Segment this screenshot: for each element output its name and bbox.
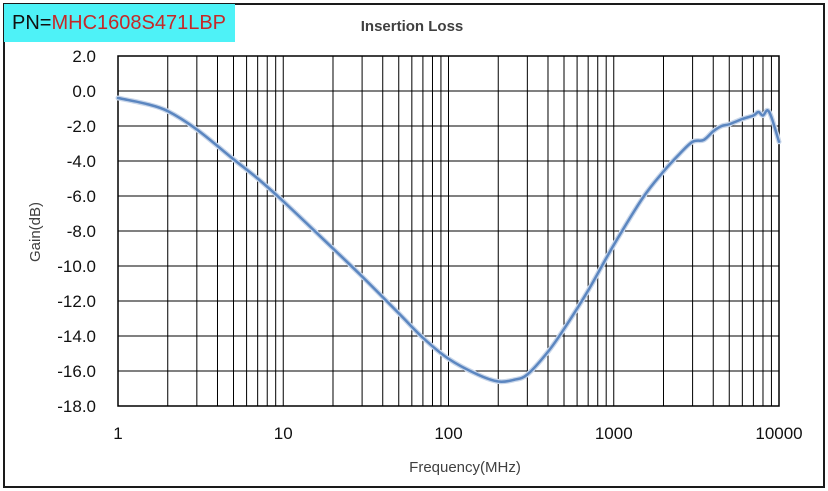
y-tick-label: -18.0	[57, 397, 96, 416]
y-tick-label: 2.0	[72, 47, 96, 66]
y-tick-label: -8.0	[67, 222, 96, 241]
x-tick-label: 10	[274, 424, 293, 443]
x-tick-label: 100	[434, 424, 462, 443]
y-tick-label: -4.0	[67, 152, 96, 171]
y-tick-label: -12.0	[57, 292, 96, 311]
y-tick-label: -16.0	[57, 362, 96, 381]
tick-labels: 2.0 0.0 -2.0 -4.0 -6.0 -8.0 -10.0 -12.0 -14.0 -16…	[57, 47, 802, 443]
y-tick-label: -10.0	[57, 257, 96, 276]
part-number-value: MHC1608S471LBP	[51, 12, 227, 34]
chart-title: Insertion Loss	[361, 18, 464, 35]
plot-border	[117, 55, 780, 407]
series-layer	[115, 95, 782, 385]
y-tick-label: -2.0	[67, 117, 96, 136]
y-tick-label: 0.0	[72, 82, 96, 101]
grid	[117, 55, 780, 407]
series-line	[116, 96, 781, 384]
x-axis-label: Frequency(MHz)	[409, 459, 521, 476]
y-tick-label: -6.0	[67, 187, 96, 206]
chart-frame	[3, 3, 825, 488]
x-tick-label: 1	[113, 424, 122, 443]
y-tick-label: -14.0	[57, 327, 96, 346]
x-tick-label: 1000	[595, 424, 633, 443]
part-number-badge: PN=MHC1608S471LBP	[4, 4, 235, 42]
x-tick-label: 10000	[755, 424, 802, 443]
y-axis-label: Gain(dB)	[27, 202, 44, 262]
part-number-prefix: PN=	[12, 12, 52, 34]
